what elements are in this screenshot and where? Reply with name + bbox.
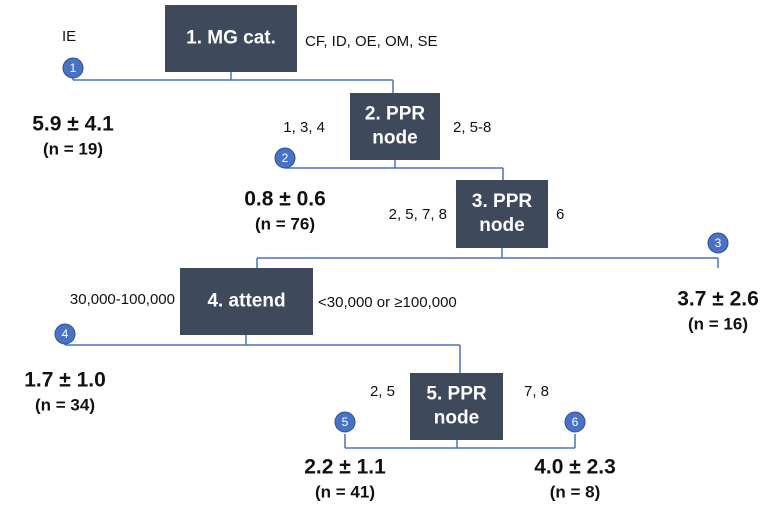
branch-label: 2, 5-8 bbox=[453, 119, 491, 136]
leaf-count: (n = 8) bbox=[550, 482, 601, 501]
badge-circle bbox=[707, 232, 729, 254]
leaf-badge: 2 bbox=[274, 147, 296, 169]
tree-node: 1. MG cat. bbox=[165, 5, 297, 72]
branch-label: 2, 5, 7, 8 bbox=[389, 206, 447, 223]
leaf-mean: 3.7 ± 2.6 bbox=[677, 288, 759, 311]
leaf-count: (n = 76) bbox=[255, 214, 315, 233]
badge-circle bbox=[334, 411, 356, 433]
badge-circle bbox=[274, 147, 296, 169]
leaf: 3 3.7 ± 2.6 (n = 16) bbox=[677, 232, 759, 333]
leaf: 4 1.7 ± 1.0 (n = 34) bbox=[24, 323, 106, 414]
leaf-count: (n = 16) bbox=[688, 314, 748, 333]
tree-node: 4. attend bbox=[180, 268, 313, 335]
branch-label: 2, 5 bbox=[370, 383, 395, 400]
leaf-badge: 1 bbox=[62, 57, 84, 79]
node-label: node bbox=[434, 408, 479, 429]
branch-label: <30,000 or ≥100,000 bbox=[318, 294, 457, 311]
leaf-badge: 5 bbox=[334, 411, 356, 433]
node-box bbox=[350, 93, 440, 160]
badge-number: 5 bbox=[342, 415, 349, 429]
leaf-badge: 3 bbox=[707, 232, 729, 254]
node-label: 2. PPR bbox=[365, 104, 425, 125]
leaf: 1 5.9 ± 4.1 (n = 19) bbox=[32, 57, 114, 158]
node-box bbox=[456, 180, 548, 248]
connector bbox=[284, 158, 504, 180]
leaf-count: (n = 34) bbox=[35, 395, 95, 414]
branch-label: IE bbox=[62, 28, 76, 45]
branch-label: 6 bbox=[556, 206, 564, 223]
node-box bbox=[180, 268, 313, 335]
leaf-mean: 2.2 ± 1.1 bbox=[304, 456, 386, 479]
leaf: 2 0.8 ± 0.6 (n = 76) bbox=[244, 147, 326, 233]
badge-number: 3 bbox=[715, 236, 722, 250]
badge-number: 4 bbox=[62, 327, 69, 341]
leaf-count: (n = 41) bbox=[315, 482, 375, 501]
node-label: node bbox=[372, 128, 417, 149]
leaf-mean: 4.0 ± 2.3 bbox=[534, 456, 616, 479]
leaf: 6 4.0 ± 2.3 (n = 8) bbox=[534, 411, 616, 501]
branch-label: 30,000-100,000 bbox=[70, 291, 175, 308]
node-label: 4. attend bbox=[207, 291, 285, 312]
leaf-badge: 4 bbox=[54, 323, 76, 345]
badge-number: 1 bbox=[70, 61, 77, 75]
node-label: 3. PPR bbox=[472, 191, 532, 212]
node-label: 1. MG cat. bbox=[186, 28, 276, 49]
leaf-mean: 5.9 ± 4.1 bbox=[32, 113, 114, 136]
leaf: 5 2.2 ± 1.1 (n = 41) bbox=[304, 411, 386, 501]
leaf-mean: 0.8 ± 0.6 bbox=[244, 188, 326, 211]
node-box bbox=[165, 5, 297, 72]
leaf-count: (n = 19) bbox=[43, 139, 103, 158]
badge-circle bbox=[62, 57, 84, 79]
connector bbox=[344, 434, 576, 449]
tree-node: 3. PPR node bbox=[456, 180, 548, 248]
badge-circle bbox=[564, 411, 586, 433]
leaf-badge: 6 bbox=[564, 411, 586, 433]
badge-number: 6 bbox=[572, 415, 579, 429]
badge-number: 2 bbox=[282, 151, 289, 165]
badge-circle bbox=[54, 323, 76, 345]
node-box bbox=[410, 373, 503, 440]
branch-label: 7, 8 bbox=[524, 383, 549, 400]
leaf-mean: 1.7 ± 1.0 bbox=[24, 369, 106, 392]
connector bbox=[72, 68, 394, 93]
connector bbox=[256, 248, 719, 268]
tree-node: 5. PPR node bbox=[410, 373, 503, 440]
tree-node: 2. PPR node bbox=[350, 93, 440, 160]
node-label: 5. PPR bbox=[426, 384, 486, 405]
branch-label: CF, ID, OE, OM, SE bbox=[305, 33, 438, 50]
branch-label: 1, 3, 4 bbox=[283, 119, 325, 136]
connectors bbox=[64, 68, 719, 449]
node-label: node bbox=[479, 215, 524, 236]
connector bbox=[64, 334, 461, 373]
